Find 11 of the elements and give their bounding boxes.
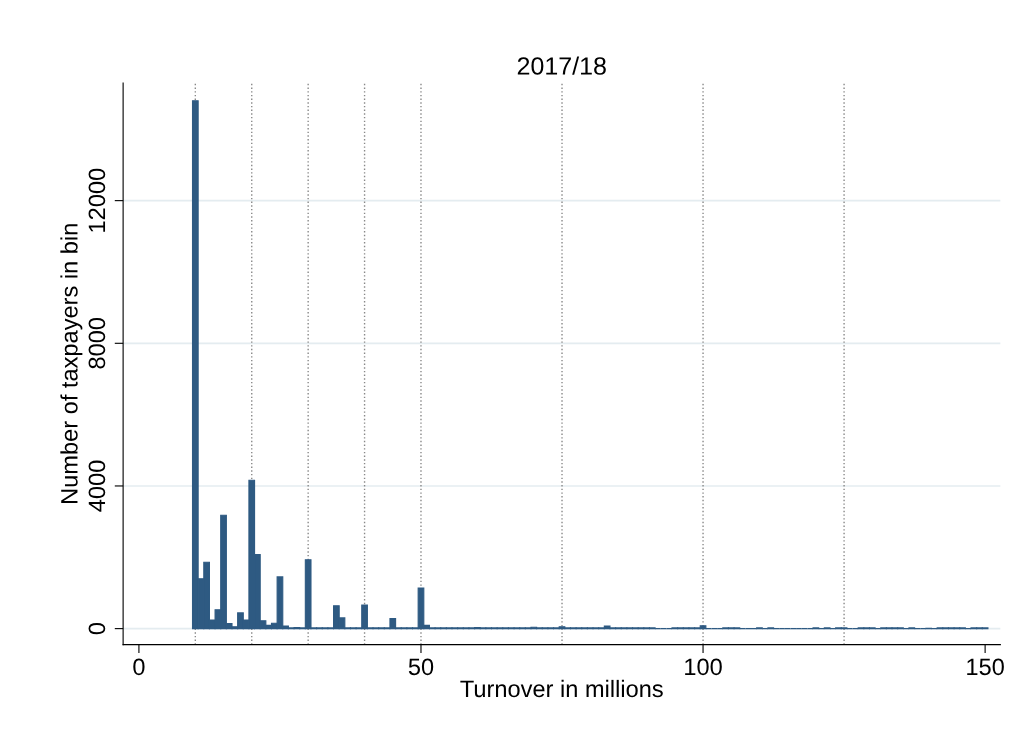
- y-tick-label: 0: [88, 622, 106, 635]
- x-tick-label: 50: [408, 658, 434, 676]
- x-tick-label: 100: [685, 658, 722, 676]
- chart-title: 2017/18: [517, 56, 606, 75]
- x-tick-label: 0: [133, 658, 145, 676]
- x-axis-title: Turnover in millions: [460, 679, 663, 698]
- y-tick-label: 12000: [88, 168, 106, 232]
- y-tick-label: 4000: [88, 460, 106, 512]
- y-axis-title: Number of taxpayers in bin: [60, 224, 83, 503]
- x-tick-label: 150: [967, 658, 1004, 676]
- y-tick-label: 8000: [88, 317, 106, 369]
